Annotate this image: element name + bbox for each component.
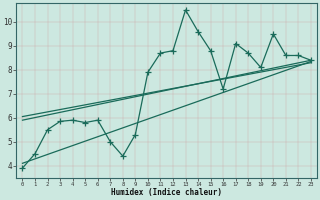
X-axis label: Humidex (Indice chaleur): Humidex (Indice chaleur) <box>111 188 222 197</box>
